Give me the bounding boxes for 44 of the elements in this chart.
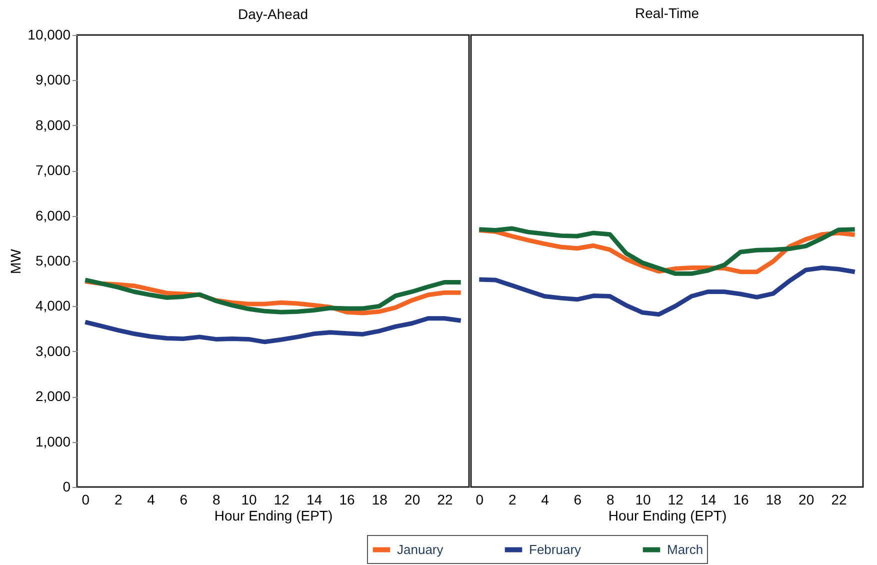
y-tick-label: 1,000 [35, 433, 71, 450]
x-tick-label: 4 [541, 492, 550, 508]
y-tick-label: 6,000 [35, 207, 71, 224]
x-tick-label: 6 [180, 492, 188, 508]
x-tick-label: 14 [306, 492, 322, 508]
x-tick-label: 12 [274, 492, 290, 508]
y-tick-label: 8,000 [35, 116, 71, 133]
chart-title: Real-Time [634, 5, 700, 21]
x-axis-title: Hour Ending (EPT) [214, 508, 333, 524]
y-tick-label: 4,000 [35, 298, 71, 314]
y-tick-label: 2,000 [35, 388, 71, 404]
x-tick-label: 14 [700, 492, 716, 508]
y-tick-label: 5,000 [35, 252, 71, 268]
x-tick-label: 22 [437, 492, 453, 508]
x-tick-label: 22 [831, 492, 847, 508]
legend-label: March [667, 542, 704, 557]
legend-label: February [529, 542, 582, 557]
y-tick-label: 9,000 [35, 72, 71, 88]
y-tick-label: 0 [62, 478, 71, 494]
x-tick-label: 18 [372, 492, 388, 508]
x-tick-label: 20 [798, 492, 814, 508]
x-tick-label: 12 [668, 492, 684, 508]
y-tick-label: 10,000 [28, 26, 71, 42]
x-tick-label: 2 [114, 492, 122, 508]
x-tick-label: 2 [508, 492, 516, 508]
legend-label: January [397, 542, 444, 557]
x-tick-label: 16 [733, 492, 749, 508]
x-tick-label: 10 [635, 492, 651, 508]
x-tick-label: 6 [574, 492, 582, 508]
x-tick-label: 8 [212, 492, 220, 508]
x-tick-label: 0 [476, 492, 484, 508]
x-tick-label: 0 [82, 492, 90, 508]
y-tick-label: 3,000 [35, 342, 71, 359]
x-axis-title: Hour Ending (EPT) [608, 508, 727, 524]
x-tick-label: 10 [241, 492, 257, 508]
chart-title: Day-Ahead [238, 6, 308, 22]
line-series [82, 316, 464, 344]
x-tick-label: 8 [606, 492, 614, 508]
x-tick-label: 16 [339, 492, 355, 508]
x-tick-label: 18 [766, 492, 782, 508]
y-axis-title: MW [8, 248, 24, 274]
x-tick-label: 20 [404, 492, 420, 508]
x-tick-label: 4 [147, 492, 156, 508]
y-tick-label: 7,000 [35, 162, 71, 178]
